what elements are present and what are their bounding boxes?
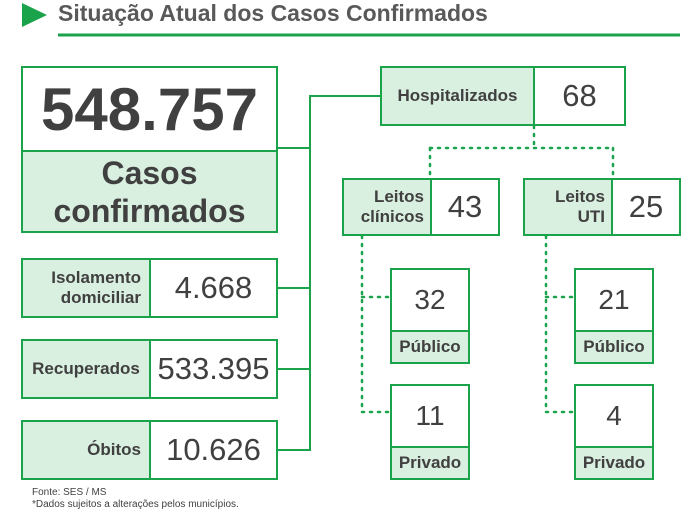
clinical-private-label: Privado <box>392 446 468 478</box>
clinical-beds-card: Leitos clínicos 43 <box>342 178 500 236</box>
icu-public-value: 21 <box>598 284 630 315</box>
disclaimer-note: *Dados sujeitos a alterações pelos munic… <box>32 499 239 510</box>
isolation-value: 4.668 <box>174 270 253 305</box>
hospitalized-value: 68 <box>562 78 597 113</box>
isolation-card: Isolamento domiciliar 4.668 <box>21 258 278 318</box>
clinical-private-value: 11 <box>415 400 445 431</box>
deaths-label: Óbitos <box>23 422 151 478</box>
recovered-card: Recuperados 533.395 <box>21 339 278 399</box>
total-cases-label-line2: confirmados <box>53 193 246 229</box>
page-title: Situação Atual dos Casos Confirmados <box>58 0 488 26</box>
icu-private-label: Privado <box>576 446 652 478</box>
hospitalized-label: Hospitalizados <box>382 68 535 124</box>
isolation-label: Isolamento domiciliar <box>23 260 151 316</box>
icu-beds-card: Leitos UTI 25 <box>523 178 681 236</box>
clinical-public-label: Público <box>392 330 468 362</box>
icu-private-value: 4 <box>606 400 622 431</box>
clinical-beds-label-line2: clínicos <box>360 207 424 226</box>
icu-beds-label: Leitos UTI <box>525 180 613 234</box>
isolation-label-line1: Isolamento <box>51 268 141 287</box>
total-cases-label: Casos confirmados <box>23 150 276 231</box>
icu-public-card: 21 Público <box>574 268 654 364</box>
deaths-card: Óbitos 10.626 <box>21 420 278 480</box>
clinical-private-card: 11 Privado <box>390 384 470 480</box>
hospitalized-card: Hospitalizados 68 <box>380 66 626 126</box>
clinical-public-card: 32 Público <box>390 268 470 364</box>
recovered-value: 533.395 <box>157 351 270 386</box>
isolation-label-line2: domiciliar <box>60 288 141 307</box>
clinical-beds-label-line1: Leitos <box>373 187 424 206</box>
recovered-label: Recuperados <box>23 341 151 397</box>
icu-private-card: 4 Privado <box>574 384 654 480</box>
total-cases-card: 548.757 Casos confirmados <box>21 66 278 233</box>
icu-public-label: Público <box>576 330 652 362</box>
play-arrow-icon <box>22 3 47 27</box>
icu-beds-label-line2: UTI <box>577 207 605 226</box>
deaths-value: 10.626 <box>166 432 261 467</box>
icu-beds-label-line1: Leitos <box>554 187 605 206</box>
total-cases-label-line1: Casos <box>101 155 198 191</box>
clinical-beds-value: 43 <box>447 189 483 224</box>
total-cases-value: 548.757 <box>41 75 258 143</box>
icu-beds-value: 25 <box>628 189 664 224</box>
clinical-public-value: 32 <box>414 284 446 315</box>
source-note: Fonte: SES / MS <box>32 487 107 498</box>
clinical-beds-label: Leitos clínicos <box>344 180 432 234</box>
